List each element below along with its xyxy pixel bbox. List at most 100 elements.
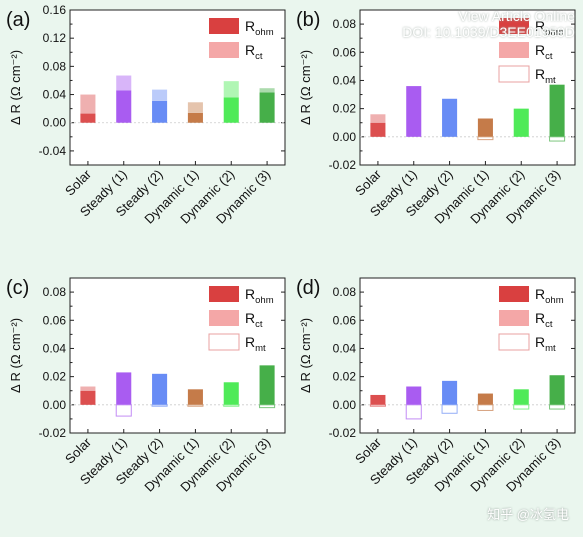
watermark: 知乎 @冰氢电	[487, 507, 569, 522]
legend-label: Rmt	[245, 334, 266, 354]
legend-swatch	[499, 310, 529, 326]
bar-r-mt	[549, 136, 566, 142]
bar-r-mt	[441, 404, 458, 414]
bar-r-ohm	[477, 393, 493, 405]
bar-r-mt	[549, 404, 566, 410]
bar-r-ohm	[477, 118, 493, 137]
y-axis-label: Δ R (Ω cm⁻²)	[298, 50, 313, 125]
y-tick-label: 0.02	[333, 370, 357, 384]
bar-r-ct	[116, 75, 132, 91]
bar-r-ohm	[259, 365, 275, 405]
y-tick-label: -0.02	[39, 426, 67, 440]
bar-r-ohm	[513, 108, 529, 137]
x-tick-label: Solar	[352, 166, 385, 199]
legend-label: Rct	[245, 310, 263, 330]
legend-label: Rohm	[245, 18, 274, 38]
y-tick-label: 0.04	[43, 88, 67, 102]
y-tick-label: 0.00	[333, 398, 357, 412]
legend-swatch	[209, 42, 239, 58]
bar-r-ohm	[116, 90, 132, 123]
view-article-online-link[interactable]: View Article Online	[458, 8, 575, 24]
legend-label: Rct	[245, 42, 263, 62]
y-tick-label: 0.08	[333, 285, 357, 299]
bar-r-ohm	[152, 373, 168, 405]
x-tick-label: Solar	[62, 434, 95, 467]
legend-swatch	[209, 18, 239, 34]
plot-frame	[359, 277, 576, 434]
legend-label: Rct	[535, 42, 553, 62]
bar-r-mt	[513, 404, 530, 410]
legend-label: Rohm	[245, 286, 274, 306]
legend-label: Rohm	[535, 18, 564, 38]
bar-r-ct	[80, 94, 96, 114]
y-tick-label: 0.04	[43, 341, 67, 355]
y-tick-label: 0.00	[333, 130, 357, 144]
bar-r-ct	[152, 89, 168, 101]
y-axis-label: Δ R (Ω cm⁻²)	[8, 50, 23, 125]
plot-frame	[359, 9, 576, 166]
bar-r-ohm	[406, 86, 422, 137]
panel-label: (a)	[6, 9, 30, 31]
legend-label: Rmt	[535, 66, 556, 86]
bar-r-ohm	[442, 98, 458, 137]
x-tick-label: Solar	[62, 166, 95, 199]
y-axis-label: Δ R (Ω cm⁻²)	[298, 318, 313, 393]
bar-r-ohm	[442, 380, 458, 405]
bar-r-ohm	[549, 84, 565, 137]
chart-panel-3: -0.02 0.00 0.02 0.04 0.06 0.08 Δ R (Ω cm⁻²) Sol…	[6, 277, 286, 495]
legend-swatch	[499, 42, 529, 58]
chart-panel-1: -0.04 0.00 0.04 0.08 0.12 0.16 Δ R (Ω cm⁻²) Sol…	[6, 3, 286, 227]
legend-swatch	[499, 286, 529, 302]
y-tick-label: 0.16	[43, 3, 67, 17]
bar-r-ct	[259, 88, 275, 93]
plot-frame	[69, 9, 286, 166]
legend-swatch	[208, 333, 240, 351]
legend-label: Rmt	[535, 334, 556, 354]
y-tick-label: 0.06	[333, 45, 357, 59]
y-tick-label: -0.04	[39, 144, 67, 158]
legend-swatch	[498, 333, 530, 351]
bar-r-ohm	[370, 122, 386, 137]
chart-panel-4: -0.02 0.00 0.02 0.04 0.06 0.08 Δ R (Ω cm⁻²) Sol…	[296, 277, 576, 495]
legend: Rohm Rct Rmt	[498, 286, 564, 354]
bar-r-ohm	[187, 389, 203, 405]
bar-r-ohm	[80, 113, 96, 123]
bar-r-mt	[187, 404, 204, 407]
y-tick-label: 0.00	[43, 116, 67, 130]
y-axis-label: Δ R (Ω cm⁻²)	[8, 318, 23, 393]
bar-r-ohm	[80, 390, 96, 405]
legend-swatch	[209, 286, 239, 302]
panel-label: (c)	[6, 277, 29, 299]
y-tick-label: 0.02	[43, 370, 67, 384]
bar-r-ct	[370, 114, 386, 123]
bar-r-ohm	[370, 394, 386, 405]
legend-swatch	[209, 310, 239, 326]
bar-r-ct	[223, 81, 239, 98]
bar-r-mt	[115, 404, 132, 417]
y-tick-label: 0.08	[43, 59, 67, 73]
bar-r-mt	[259, 404, 276, 409]
panel-label: (b)	[296, 9, 320, 31]
legend-swatch	[498, 65, 530, 83]
y-tick-label: 0.12	[43, 31, 67, 45]
y-tick-label: 0.02	[333, 102, 357, 116]
doi-label: DOI: 10.1039/D3EE01959D	[402, 24, 575, 40]
y-tick-label: 0.04	[333, 341, 357, 355]
bar-r-mt	[369, 404, 386, 407]
bar-r-ct	[187, 102, 203, 113]
bar-r-mt	[151, 404, 168, 407]
y-tick-label: -0.02	[329, 426, 357, 440]
y-tick-label: 0.06	[43, 313, 67, 327]
bar-r-ohm	[259, 92, 275, 123]
bar-r-ohm	[187, 112, 203, 123]
y-tick-label: 0.04	[333, 73, 357, 87]
y-tick-label: 0.08	[43, 285, 67, 299]
bar-r-ct	[80, 386, 96, 391]
plot-frame	[69, 277, 286, 434]
bar-r-ohm	[116, 372, 132, 405]
x-tick-label: Solar	[352, 434, 385, 467]
bar-r-ohm	[513, 389, 529, 405]
bar-r-mt	[223, 404, 240, 407]
bar-r-ohm	[406, 386, 422, 405]
